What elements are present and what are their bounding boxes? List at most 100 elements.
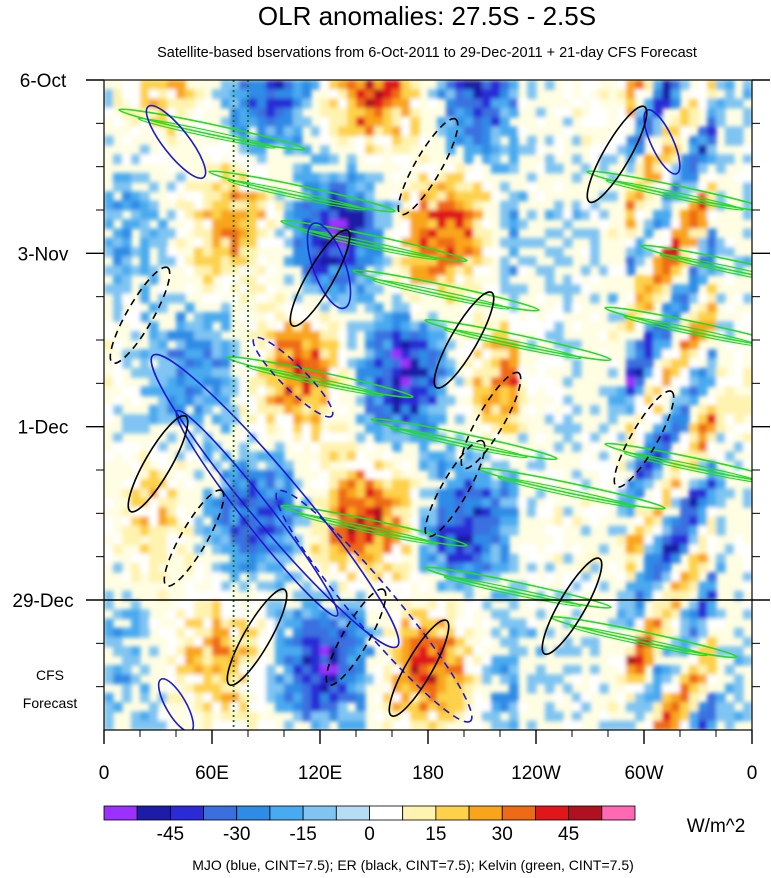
anomaly-cell: [293, 665, 303, 675]
anomaly-cell: [410, 265, 420, 276]
anomaly-cell: [743, 395, 752, 406]
anomaly-cell: [320, 107, 330, 118]
anomaly-cell: [680, 117, 690, 128]
anomaly-cell: [527, 145, 537, 155]
anomaly-cell: [158, 442, 168, 453]
anomaly-cell: [347, 460, 357, 471]
anomaly-cell: [590, 618, 600, 629]
anomaly-cell: [563, 720, 573, 730]
anomaly-cell: [374, 210, 384, 220]
anomaly-cell: [383, 219, 393, 230]
anomaly-cell: [401, 135, 411, 146]
anomaly-cell: [689, 618, 699, 629]
anomaly-cell: [221, 451, 231, 462]
anomaly-cell: [230, 117, 240, 128]
anomaly-cell: [176, 451, 186, 462]
anomaly-cell: [437, 117, 447, 128]
anomaly-cell: [410, 572, 420, 583]
anomaly-cell: [347, 98, 357, 109]
anomaly-cell: [482, 525, 492, 536]
anomaly-cell: [311, 200, 321, 211]
anomaly-cell: [410, 488, 420, 499]
anomaly-cell: [608, 720, 618, 730]
anomaly-cell: [743, 460, 752, 471]
anomaly-cell: [563, 414, 573, 425]
anomaly-cell: [446, 191, 456, 202]
anomaly-cell: [311, 237, 321, 248]
anomaly-cell: [626, 293, 636, 304]
anomaly-cell: [509, 330, 519, 341]
anomaly-cell: [374, 711, 384, 722]
anomaly-cell: [626, 590, 636, 601]
anomaly-cell: [563, 107, 573, 118]
anomaly-cell: [401, 674, 411, 685]
anomaly-cell: [464, 293, 474, 304]
anomaly-cell: [635, 535, 645, 545]
anomaly-cell: [500, 405, 510, 415]
anomaly-cell: [590, 275, 600, 285]
anomaly-cell: [410, 126, 420, 137]
anomaly-cell: [176, 80, 186, 90]
anomaly-cell: [680, 720, 690, 730]
anomaly-cell: [311, 228, 321, 239]
anomaly-cell: [158, 330, 168, 341]
anomaly-cell: [392, 330, 402, 341]
anomaly-cell: [266, 609, 276, 620]
anomaly-cell: [455, 107, 465, 118]
anomaly-cell: [725, 665, 735, 675]
anomaly-cell: [482, 321, 492, 332]
anomaly-cell: [338, 247, 348, 258]
anomaly-cell: [167, 627, 177, 638]
anomaly-cell: [707, 349, 717, 360]
anomaly-cell: [599, 720, 609, 730]
anomaly-cell: [104, 600, 114, 610]
anomaly-cell: [149, 89, 159, 100]
anomaly-cell: [212, 702, 222, 713]
anomaly-cell: [194, 470, 204, 480]
anomaly-cell: [140, 219, 150, 230]
anomaly-cell: [734, 692, 744, 703]
anomaly-cell: [140, 683, 150, 694]
anomaly-cell: [329, 535, 339, 545]
anomaly-cell: [401, 256, 411, 267]
anomaly-cell: [500, 107, 510, 118]
anomaly-cell: [455, 479, 465, 490]
anomaly-cell: [401, 191, 411, 202]
anomaly-cell: [500, 637, 510, 648]
anomaly-cell: [419, 553, 429, 564]
anomaly-cell: [500, 377, 510, 388]
anomaly-cell: [257, 145, 267, 155]
anomaly-cell: [203, 163, 213, 174]
anomaly-cell: [122, 609, 132, 620]
anomaly-cell: [662, 683, 672, 694]
anomaly-cell: [617, 720, 627, 730]
anomaly-cell: [383, 405, 393, 415]
anomaly-cell: [293, 544, 303, 555]
anomaly-cell: [734, 655, 744, 666]
anomaly-cell: [401, 349, 411, 360]
anomaly-cell: [491, 720, 501, 730]
anomaly-cell: [365, 172, 375, 183]
anomaly-cell: [689, 321, 699, 332]
anomaly-cell: [374, 692, 384, 703]
anomaly-cell: [230, 497, 240, 508]
anomaly-cell: [671, 247, 681, 258]
anomaly-cell: [671, 451, 681, 462]
anomaly-cell: [320, 507, 330, 518]
anomaly-cell: [320, 154, 330, 165]
anomaly-cell: [221, 367, 231, 378]
anomaly-cell: [275, 414, 285, 425]
anomaly-cell: [239, 247, 249, 258]
anomaly-cell: [401, 683, 411, 694]
colorbar-tick-label: 45: [558, 824, 579, 845]
anomaly-cell: [410, 637, 420, 648]
anomaly-cell: [455, 405, 465, 415]
mjo-contour: [157, 677, 195, 730]
anomaly-cell: [212, 293, 222, 304]
colorbar-swatch: [568, 805, 603, 821]
anomaly-cell: [347, 572, 357, 583]
anomaly-cell: [212, 349, 222, 360]
anomaly-cell: [311, 692, 321, 703]
anomaly-cell: [338, 683, 348, 694]
anomaly-cell: [383, 321, 393, 332]
